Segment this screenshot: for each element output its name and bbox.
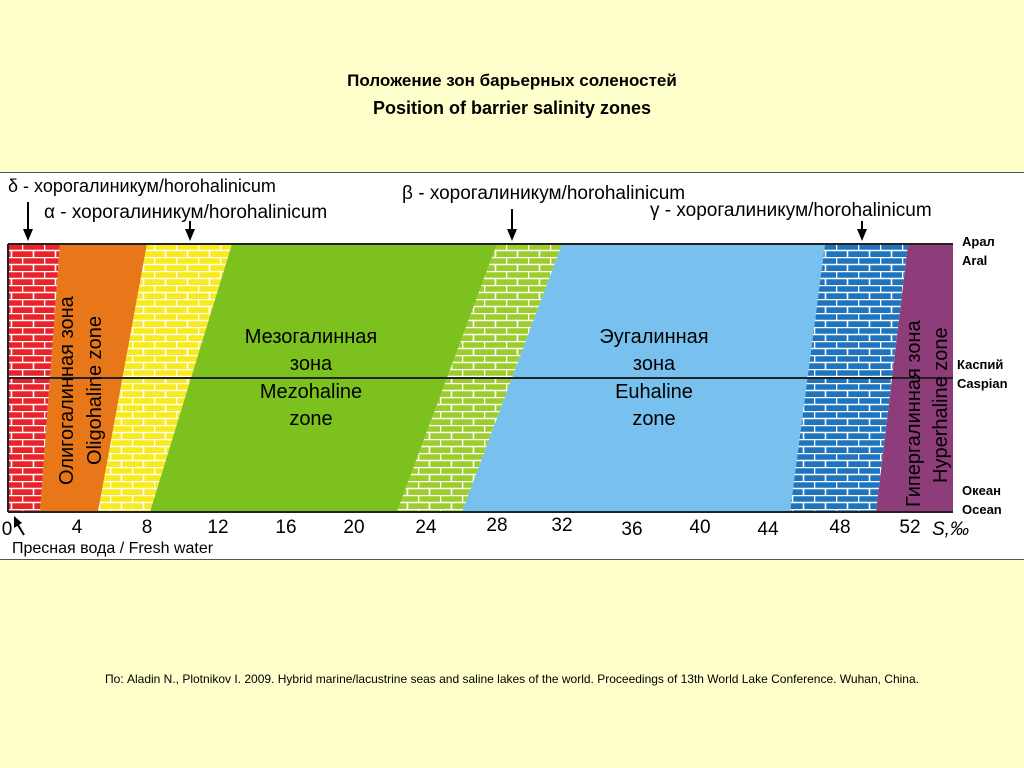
axis-tick-label: 48 <box>829 517 850 538</box>
axis-tick-label: 40 <box>689 517 710 538</box>
title-english: Position of barrier salinity zones <box>372 98 652 118</box>
axis-tick-label: 4 <box>72 517 83 538</box>
alpha-barrier-label: α - хорогалиникум/horohalinicum <box>44 202 327 223</box>
citation: По: Aladin N., Plotnikov I. 2009. Hybrid… <box>105 672 919 686</box>
axis-tick-label: 52 <box>899 517 920 538</box>
mezohaline-label-en-1: Mezohaline <box>260 381 362 403</box>
aral-label-en: Aral <box>962 253 987 268</box>
axis-tick-label: 8 <box>142 517 153 538</box>
salinity-axis: 0 4 8 12 16 20 24 28 32 36 40 44 48 52 <box>2 515 921 540</box>
fresh-water-arrow-icon <box>14 516 25 536</box>
ocean-label-ru: Океан <box>962 483 1001 498</box>
axis-tick-label: 20 <box>343 517 364 538</box>
euhaline-label-ru-1: Эугалинная <box>599 326 708 348</box>
axis-tick-label: 0 <box>2 519 13 540</box>
euhaline-label-en-1: Euhaline <box>615 381 693 403</box>
ocean-label-en: Ocean <box>962 502 1002 517</box>
diagram-panel: δ - хорогалиникум/horohalinicum α - хоро… <box>0 172 1024 560</box>
axis-tick-label: 16 <box>275 517 296 538</box>
gamma-arrow-icon <box>857 221 867 241</box>
mezohaline-label-ru-2: зона <box>290 353 333 375</box>
salinity-unit-label: S,‰ <box>932 519 969 540</box>
gamma-barrier-label: γ - хорогалиникум/horohalinicum <box>650 200 932 221</box>
fresh-water-label: Пресная вода / Fresh water <box>12 540 214 557</box>
caspian-label-en: Caspian <box>957 376 1008 391</box>
axis-tick-label: 36 <box>621 519 642 540</box>
axis-tick-label: 24 <box>415 517 437 538</box>
oligohaline-label-en: Oligohaline zone <box>84 316 106 465</box>
aral-label-ru: Арал <box>962 234 995 249</box>
euhaline-label-ru-2: зона <box>633 353 676 375</box>
axis-tick-label: 32 <box>551 515 572 536</box>
caspian-label-ru: Каспий <box>957 357 1003 372</box>
euhaline-label-en-2: zone <box>632 408 675 430</box>
delta-arrow-icon <box>23 202 33 241</box>
alpha-arrow-icon <box>185 221 195 241</box>
salinity-zones-diagram: δ - хорогалиникум/horohalinicum α - хоро… <box>2 176 1008 557</box>
axis-tick-label: 44 <box>757 519 779 540</box>
hyperhaline-label-en: Hyperhaline zone <box>930 327 952 483</box>
mezohaline-label-ru-1: Мезогалинная <box>245 326 378 348</box>
axis-tick-label: 12 <box>207 517 228 538</box>
beta-barrier-label: β - хорогалиникум/horohalinicum <box>402 183 685 204</box>
axis-tick-label: 28 <box>486 515 507 536</box>
mezohaline-label-en-2: zone <box>289 408 332 430</box>
beta-arrow-icon <box>507 209 517 241</box>
delta-barrier-label: δ - хорогалиникум/horohalinicum <box>8 176 276 196</box>
title-russian: Положение зон барьерных соленостей <box>347 71 677 90</box>
oligohaline-label-ru: Олигогалинная зона <box>56 295 78 485</box>
hyperhaline-label-ru: Гипергалинная зона <box>903 320 925 507</box>
